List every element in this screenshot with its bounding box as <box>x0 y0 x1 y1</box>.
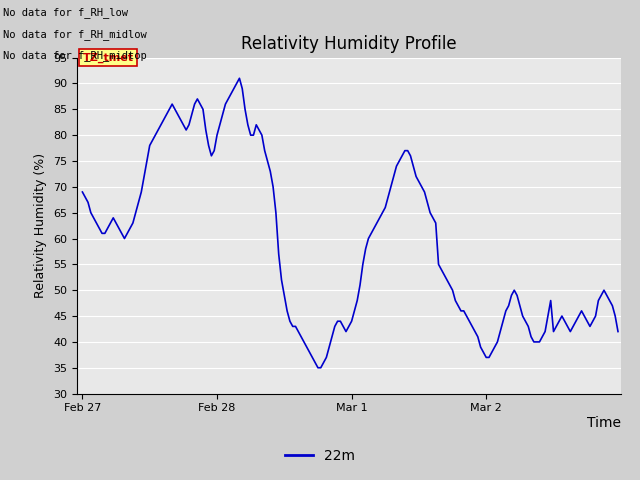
Y-axis label: Relativity Humidity (%): Relativity Humidity (%) <box>35 153 47 298</box>
X-axis label: Time: Time <box>587 416 621 430</box>
Text: No data for f_RH_low: No data for f_RH_low <box>3 7 128 18</box>
Text: No data for f_RH_midlow: No data for f_RH_midlow <box>3 29 147 40</box>
Text: TZ_tmet: TZ_tmet <box>83 52 133 63</box>
Text: No data for f_RH_midtop: No data for f_RH_midtop <box>3 50 147 61</box>
Title: Relativity Humidity Profile: Relativity Humidity Profile <box>241 35 456 53</box>
Legend: 22m: 22m <box>280 443 360 468</box>
